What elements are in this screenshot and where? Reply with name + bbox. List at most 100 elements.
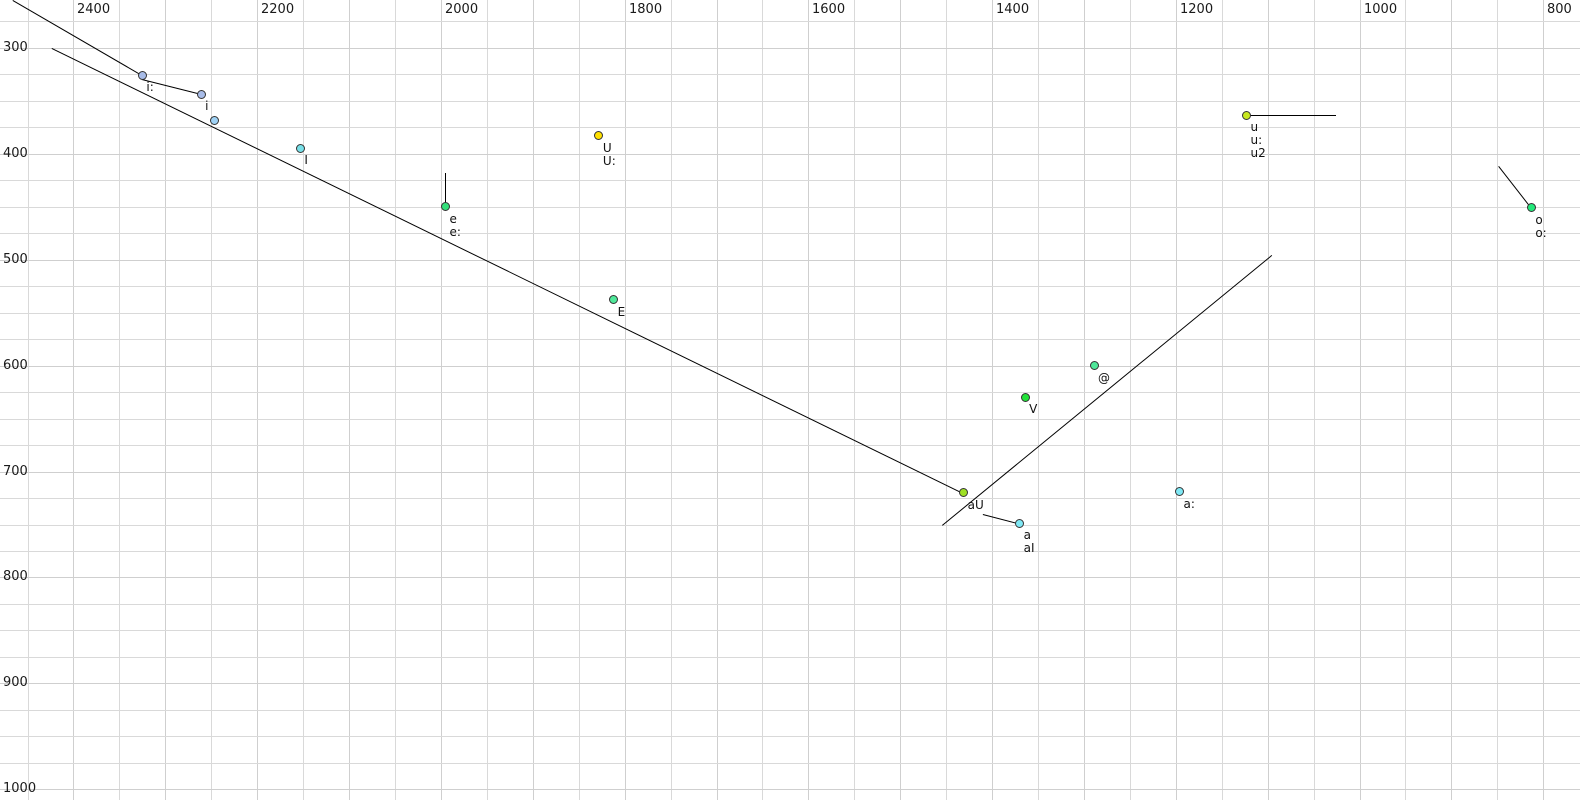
gridline-vertical: [1360, 0, 1361, 800]
gridline-vertical: [1405, 0, 1406, 800]
gridline-horizontal: [0, 101, 1580, 102]
vowel-data-point[interactable]: [959, 488, 969, 498]
gridline-horizontal: [0, 392, 1580, 393]
vowel-point-label: @: [1098, 370, 1111, 385]
x-axis-tick-label: 1400: [996, 2, 1030, 17]
vowel-point-label: I: [304, 153, 308, 168]
gridline-vertical: [211, 0, 212, 800]
gridline-vertical: [1084, 0, 1085, 800]
gridline-vertical: [487, 0, 488, 800]
gridline-vertical: [1451, 0, 1452, 800]
vowel-data-point[interactable]: [1020, 392, 1030, 402]
vowel-data-point[interactable]: [441, 202, 451, 212]
gridline-vertical: [992, 0, 993, 800]
vowel-point-label: i: [205, 99, 209, 114]
y-axis-tick-label: 500: [3, 252, 28, 267]
gridline-vertical: [395, 0, 396, 800]
x-axis-tick-label: 1600: [812, 2, 846, 17]
gridline-vertical: [1038, 0, 1039, 800]
gridline-horizontal: [0, 154, 1580, 155]
gridline-vertical: [73, 0, 74, 800]
gridline-vertical: [1130, 0, 1131, 800]
vowel-data-point[interactable]: [1089, 361, 1099, 371]
gridline-horizontal: [0, 21, 1580, 22]
gridline-vertical: [28, 0, 29, 800]
vowel-data-point[interactable]: [1242, 110, 1252, 120]
x-axis-tick-label: 2400: [77, 2, 111, 17]
gridline-horizontal: [0, 339, 1580, 340]
gridline-horizontal: [0, 630, 1580, 631]
gridline-horizontal: [0, 180, 1580, 181]
x-axis-tick-label: 2000: [445, 2, 479, 17]
vowel-data-point[interactable]: [210, 116, 220, 126]
gridline-vertical: [441, 0, 442, 800]
y-axis-tick-label: 700: [3, 464, 28, 479]
gridline-horizontal: [0, 683, 1580, 684]
gridline-vertical: [1543, 0, 1544, 800]
vowel-point-label: a:: [1183, 496, 1195, 511]
x-axis-tick-label: 1200: [1180, 2, 1214, 17]
gridline-horizontal: [0, 472, 1580, 473]
connector-line: [1246, 115, 1336, 117]
gridline-vertical: [625, 0, 626, 800]
gridline-vertical: [762, 0, 763, 800]
y-axis-tick-label: 800: [3, 569, 28, 584]
gridline-horizontal: [0, 577, 1580, 578]
y-axis-tick-label: 900: [3, 675, 28, 690]
gridline-vertical: [533, 0, 534, 800]
x-axis-tick-label: 800: [1547, 2, 1572, 17]
gridline-horizontal: [0, 74, 1580, 75]
vowel-data-point[interactable]: [1015, 518, 1025, 528]
gridline-horizontal: [0, 207, 1580, 208]
y-axis-tick-label: 600: [3, 358, 28, 373]
gridline-horizontal: [0, 260, 1580, 261]
gridline-vertical: [671, 0, 672, 800]
gridline-vertical: [165, 0, 166, 800]
gridline-vertical: [1497, 0, 1498, 800]
gridline-vertical: [257, 0, 258, 800]
gridline-horizontal: [0, 736, 1580, 737]
vowel-point-label: i:: [146, 80, 154, 95]
vowel-point-label: o o:: [1535, 212, 1547, 240]
vowel-data-point[interactable]: [295, 143, 305, 153]
vowel-data-point[interactable]: [196, 89, 206, 99]
x-axis-tick-label: 1800: [629, 2, 663, 17]
vowel-point-label: a aI: [1023, 528, 1035, 556]
gridline-vertical: [717, 0, 718, 800]
vowel-point-label: u u: u2: [1250, 120, 1266, 161]
y-axis-tick-label: 1000: [3, 781, 37, 796]
gridline-horizontal: [0, 127, 1580, 128]
gridline-horizontal: [0, 525, 1580, 526]
gridline-vertical: [1314, 0, 1315, 800]
gridline-horizontal: [0, 233, 1580, 234]
y-axis-tick-label: 300: [3, 40, 28, 55]
vowel-data-point[interactable]: [137, 70, 147, 80]
gridline-horizontal: [0, 789, 1580, 790]
vowel-data-point[interactable]: [609, 295, 619, 305]
gridline-horizontal: [0, 604, 1580, 605]
gridline-vertical: [808, 0, 809, 800]
gridline-horizontal: [0, 710, 1580, 711]
gridline-vertical: [854, 0, 855, 800]
gridline-vertical: [900, 0, 901, 800]
vowel-data-point[interactable]: [1174, 487, 1184, 497]
gridline-horizontal: [0, 657, 1580, 658]
x-axis-tick-label: 2200: [261, 2, 295, 17]
gridline-horizontal: [0, 551, 1580, 552]
gridline-vertical: [349, 0, 350, 800]
vowel-point-label: e e:: [449, 211, 461, 239]
vowel-data-point[interactable]: [594, 131, 604, 141]
vowel-point-label: V: [1029, 402, 1038, 417]
gridline-vertical: [1176, 0, 1177, 800]
gridline-vertical: [119, 0, 120, 800]
vowel-point-label: U U:: [602, 140, 616, 168]
vowel-data-point[interactable]: [1526, 203, 1536, 213]
vowel-point-label: E: [617, 304, 626, 319]
gridline-horizontal: [0, 498, 1580, 499]
gridline-horizontal: [0, 366, 1580, 367]
vowel-point-label: aU: [967, 497, 984, 512]
